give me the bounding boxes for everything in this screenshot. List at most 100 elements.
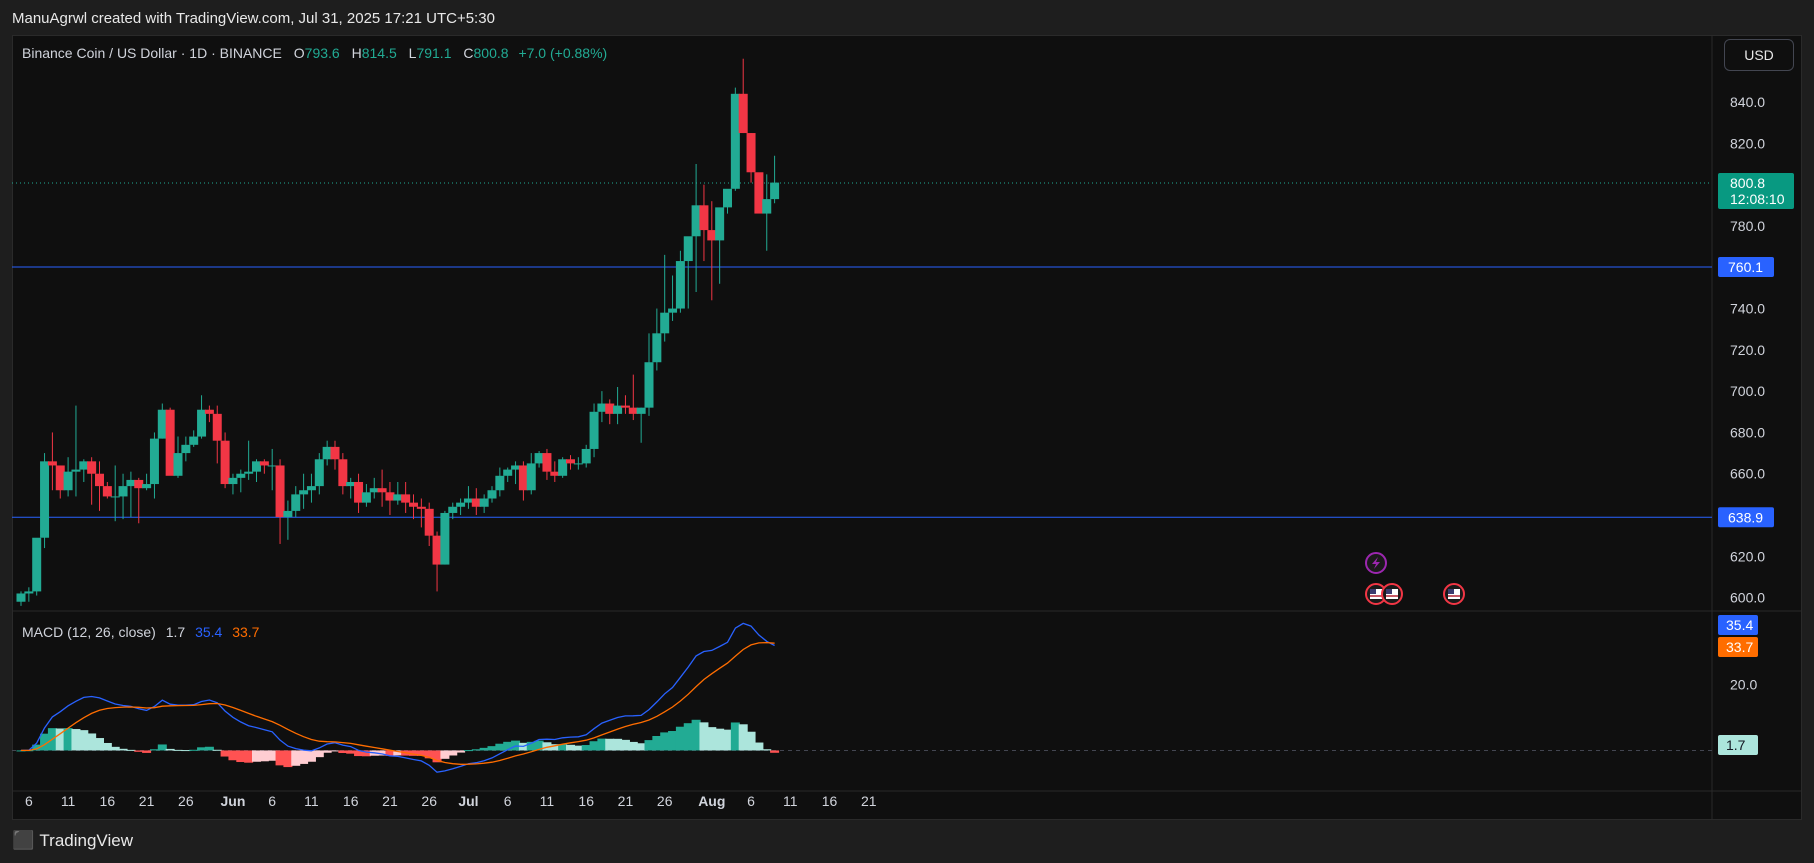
macd-histogram-bar — [330, 750, 340, 752]
candle-body — [644, 362, 654, 408]
macd-histogram-bar — [181, 750, 191, 752]
currency-button[interactable]: USD — [1724, 39, 1794, 71]
candle-body — [299, 490, 309, 495]
macd-histogram-bar — [228, 750, 238, 761]
date-tick-label: 11 — [783, 793, 798, 809]
date-tick-label: 6 — [25, 793, 33, 809]
candle-body — [173, 453, 183, 476]
candle-body — [597, 403, 607, 412]
macd-histogram-bar — [40, 733, 50, 751]
macd-histogram-bar — [346, 750, 356, 754]
candle-body — [157, 409, 167, 439]
candle-body — [746, 133, 756, 173]
macd-histogram-bar — [558, 744, 568, 751]
date-tick-label: 21 — [382, 793, 398, 809]
macd-histogram-bar — [699, 722, 709, 751]
macd-histogram-bar — [299, 750, 309, 764]
macd-histogram-bar — [267, 750, 277, 761]
macd-histogram-bar — [149, 749, 159, 751]
macd-line-tag-label: 35.4 — [1726, 617, 1753, 633]
symbol-legend: Binance Coin / US Dollar · 1D · BINANCE … — [22, 45, 607, 61]
candle-body — [126, 479, 136, 487]
open-label: O — [293, 45, 305, 61]
candle-body — [558, 459, 568, 476]
last-price-tag — [1718, 173, 1794, 210]
date-tick-label: 11 — [61, 793, 76, 809]
date-tick-label: 26 — [178, 793, 194, 809]
candle-body — [16, 593, 26, 602]
macd-histogram-bar — [377, 750, 387, 756]
candle-body — [581, 448, 591, 464]
macd-histogram-bar — [463, 750, 473, 752]
price-tick-label: 600.0 — [1730, 590, 1765, 606]
macd-histogram-bar — [448, 750, 458, 756]
macd-histogram-bar — [424, 750, 434, 759]
candle-body — [259, 461, 269, 466]
candle-body — [511, 465, 521, 470]
symbol-name: Binance Coin / US Dollar · 1D · BINANCE — [22, 45, 282, 61]
macd-hist-tag — [1718, 735, 1758, 755]
macd-histogram-bar — [668, 731, 678, 751]
candle-body — [487, 490, 497, 499]
date-tick-label: Jul — [458, 793, 478, 809]
candle-body — [236, 473, 246, 478]
macd-histogram-bar — [79, 730, 89, 751]
macd-histogram-bar — [393, 750, 403, 756]
candle-body — [322, 446, 332, 460]
candle-body — [267, 465, 277, 467]
macd-histogram-bar — [652, 736, 662, 751]
macd-histogram-bar — [691, 719, 701, 751]
last-price-label: 800.8 — [1730, 175, 1765, 191]
macd-histogram-bar — [55, 728, 65, 751]
candle-body — [495, 475, 505, 491]
candle-body — [620, 405, 630, 408]
horizontal-level-label: 760.1 — [1728, 259, 1763, 275]
candle-body — [314, 459, 324, 487]
low-label: L — [408, 45, 417, 61]
candle-body — [401, 494, 411, 503]
tradingview-logo-icon: ⬛ — [12, 830, 34, 850]
macd-histogram-bar — [102, 742, 112, 751]
candle-body — [220, 440, 230, 485]
candle-body — [573, 463, 583, 465]
candle-body — [463, 498, 473, 503]
macd-hist-value: 1.7 — [165, 624, 186, 640]
macd-histogram-bar — [644, 740, 654, 751]
macd-histogram-bar — [204, 746, 214, 751]
macd-line-tag — [1718, 615, 1758, 635]
candle-body — [24, 591, 34, 594]
low-value: 791.1 — [416, 45, 452, 61]
chart-panel[interactable] — [12, 35, 1802, 820]
candle-body — [40, 461, 50, 538]
macd-histogram-bar — [566, 744, 575, 751]
flash-event-glyph — [1372, 557, 1380, 569]
date-tick-label: 16 — [343, 793, 359, 809]
macd-histogram-bar — [534, 740, 544, 751]
candle-body — [71, 469, 81, 472]
candle-body — [102, 486, 112, 497]
candle-body — [204, 409, 214, 414]
candle-body — [252, 461, 261, 472]
candle-body — [432, 535, 442, 565]
candle-body — [518, 465, 528, 491]
high-label: H — [351, 45, 362, 61]
macd-name: MACD (12, 26, close) — [22, 624, 156, 640]
price-tick-label: 820.0 — [1730, 135, 1765, 151]
macd-histogram-bar — [118, 748, 128, 751]
footer-brand[interactable]: ⬛ TradingView — [12, 830, 133, 851]
macd-histogram-bar — [275, 750, 285, 766]
macd-histogram-bar — [738, 724, 748, 751]
macd-histogram-bar — [126, 749, 136, 751]
macd-histogram-bar — [71, 729, 81, 751]
candle-body — [440, 512, 450, 565]
macd-histogram-bar — [573, 745, 583, 751]
candle-body — [550, 471, 560, 476]
macd-histogram-bar — [173, 749, 183, 751]
macd-histogram-bar — [432, 750, 442, 763]
candle-body — [754, 172, 764, 214]
macd-histogram-bar — [495, 743, 505, 751]
macd-histogram-bar — [456, 750, 466, 753]
candle-body — [330, 446, 340, 460]
candle-body — [197, 409, 207, 437]
